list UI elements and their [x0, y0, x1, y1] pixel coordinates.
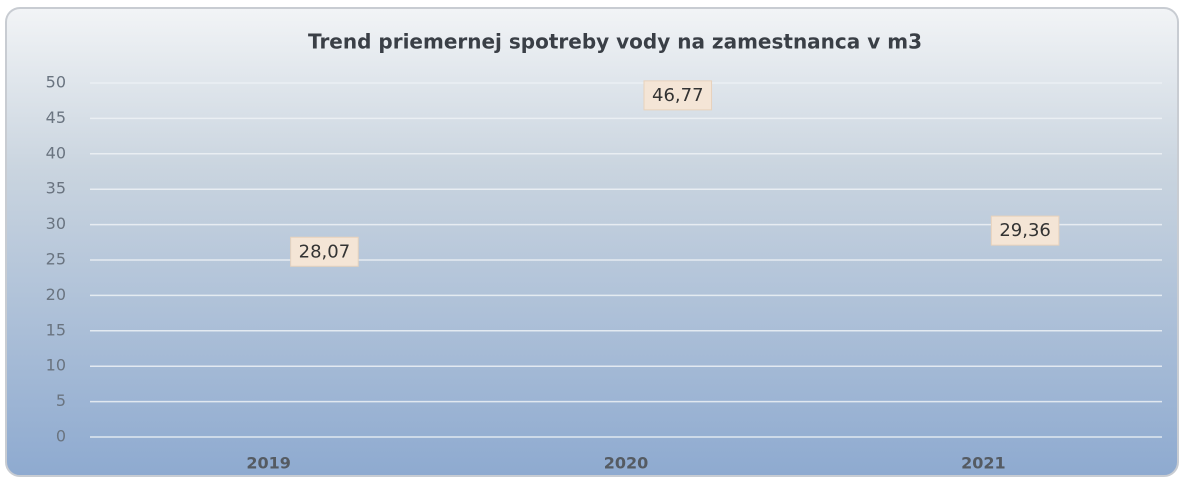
y-tick-label: 10 [46, 356, 66, 375]
y-tick-label: 5 [56, 391, 66, 410]
y-tick-label: 40 [46, 143, 66, 162]
label-box [290, 236, 359, 267]
y-tick-label: 0 [56, 427, 66, 446]
x-tick-label: 2019 [246, 454, 291, 473]
y-tick-label: 15 [46, 320, 66, 339]
y-tick-label: 30 [46, 214, 66, 233]
label-box [643, 80, 713, 111]
data-label: 28,07 [299, 241, 351, 262]
y-tick-label: 20 [46, 285, 66, 304]
y-tick-label: 25 [46, 250, 66, 269]
x-tick-label: 2020 [604, 454, 649, 473]
x-tick-label: 2021 [961, 454, 1006, 473]
chart-panel [5, 7, 1179, 477]
data-label: 29,36 [999, 220, 1051, 241]
y-tick-label: 50 [46, 73, 66, 92]
data-label: 46,77 [652, 85, 704, 106]
chart-title: Trend priemernej spotreby vody na zamest… [308, 30, 922, 54]
label-box [990, 215, 1060, 246]
y-tick-label: 35 [46, 179, 66, 198]
y-tick-label: 45 [46, 108, 66, 127]
